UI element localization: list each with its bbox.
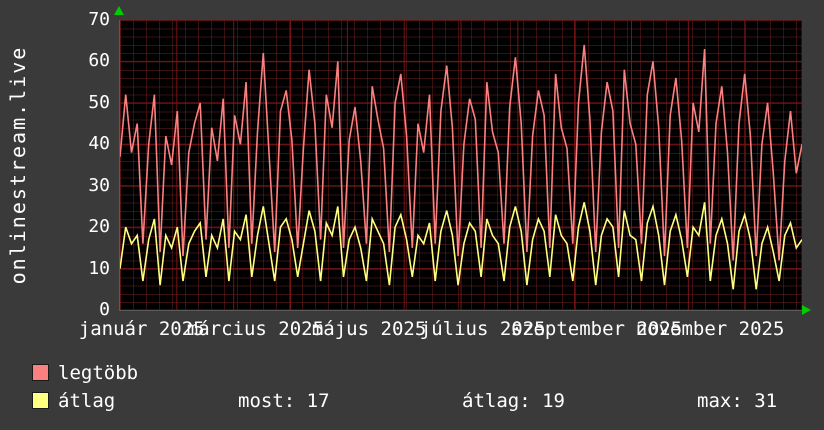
y-axis-arrow-icon: [114, 6, 124, 15]
stat-atlag: átlag: 19: [462, 390, 565, 412]
y-tick-label: 40: [88, 133, 110, 155]
series-line-legtöbb: [120, 44, 802, 261]
legend-swatch-legtobb: [32, 364, 49, 381]
y-tick-label: 50: [88, 91, 110, 113]
stat-max: max: 31: [697, 390, 778, 412]
x-tick-label: szeptember 2025: [510, 318, 683, 340]
x-tick-label: március 2025: [186, 318, 325, 340]
y-tick-label: 10: [88, 257, 110, 279]
x-tick-label: január 2025: [78, 318, 205, 340]
plot-area: [119, 20, 802, 311]
legend-swatch-atlag: [32, 392, 49, 409]
legend-item-atlag: átlag: [32, 390, 115, 414]
x-axis-arrow-icon: [802, 305, 811, 315]
legend-label-atlag: átlag: [58, 390, 116, 412]
y-axis: 0 10 20 30 40 50 60 70: [0, 0, 110, 340]
x-axis: január 2025 március 2025 május 2025 július …: [0, 318, 824, 344]
x-tick-label: július 2025: [419, 318, 546, 340]
x-tick-label: május 2025: [311, 318, 427, 340]
y-tick-label: 70: [88, 9, 110, 30]
series-line-átlag: [120, 202, 802, 290]
y-tick-label: 60: [88, 50, 110, 72]
legend-item-legtobb: legtöbb: [32, 362, 138, 386]
x-tick-label: november 2025: [635, 318, 785, 340]
y-tick-label: 20: [88, 216, 110, 238]
stat-most: most: 17: [238, 390, 330, 412]
legend-label-legtobb: legtöbb: [58, 362, 139, 384]
y-tick-label: 30: [88, 174, 110, 196]
y-tick-label: 0: [99, 299, 110, 320]
